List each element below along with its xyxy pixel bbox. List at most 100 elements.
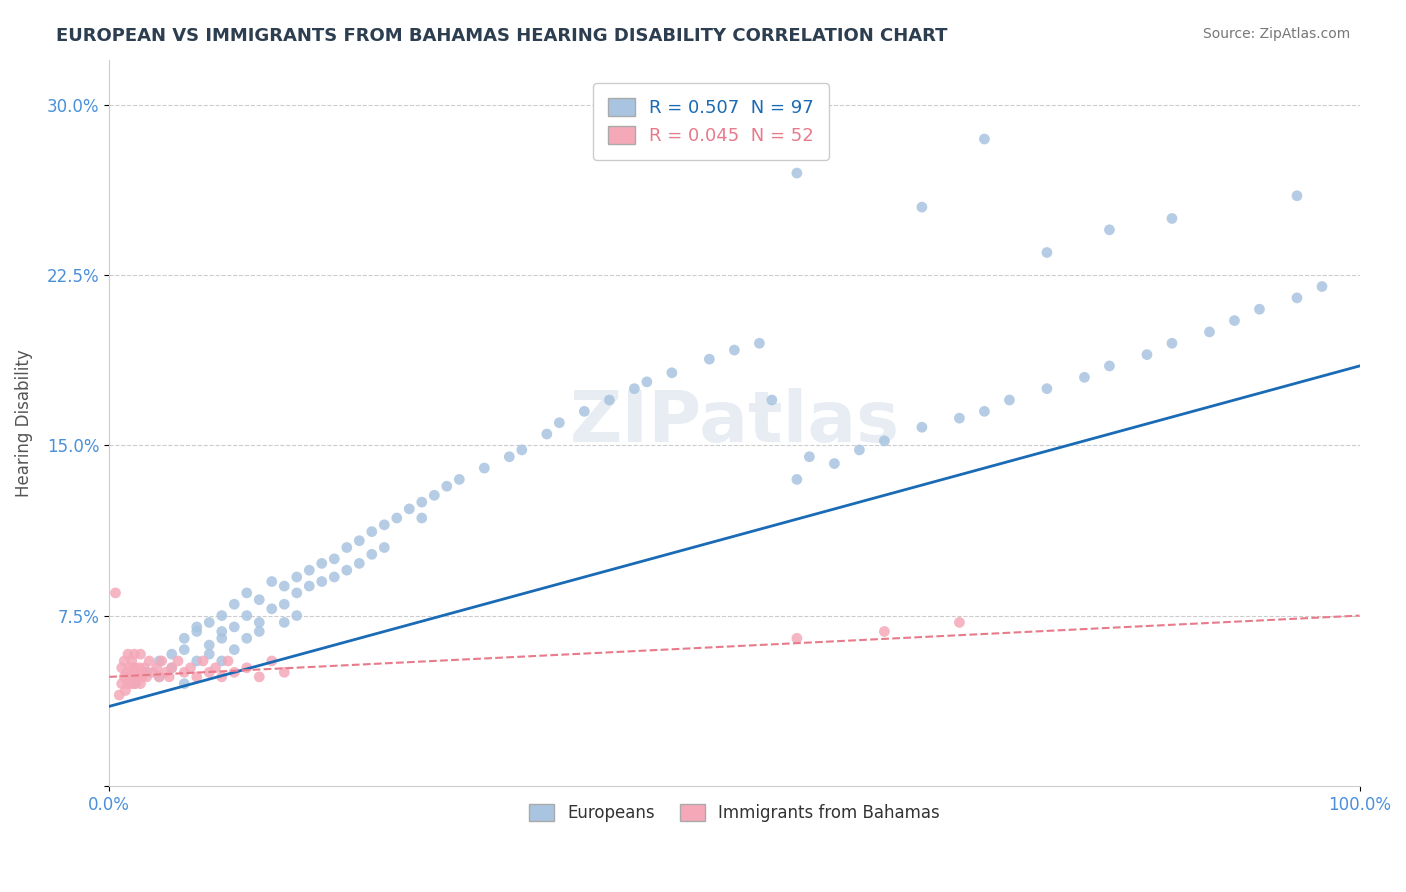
Point — [723, 343, 745, 357]
Point — [349, 533, 371, 548]
Point — [198, 647, 221, 661]
Point — [122, 647, 145, 661]
Point — [134, 661, 156, 675]
Point — [150, 654, 173, 668]
Point — [236, 661, 259, 675]
Point — [104, 586, 127, 600]
Point — [973, 404, 995, 418]
Point — [157, 670, 180, 684]
Point — [548, 416, 571, 430]
Point — [1036, 245, 1059, 260]
Point — [510, 442, 533, 457]
Point — [1073, 370, 1095, 384]
Point — [224, 597, 246, 611]
Point — [121, 654, 143, 668]
Point — [128, 661, 150, 675]
Point — [786, 472, 808, 486]
Point — [449, 472, 471, 486]
Point — [636, 375, 658, 389]
Point — [998, 392, 1021, 407]
Point — [1161, 336, 1184, 351]
Point — [536, 427, 558, 442]
Point — [247, 615, 270, 630]
Point — [108, 688, 131, 702]
Point — [114, 683, 136, 698]
Point — [1198, 325, 1220, 339]
Point — [1249, 302, 1271, 317]
Point — [623, 382, 645, 396]
Point — [135, 665, 157, 680]
Point — [204, 661, 226, 675]
Point — [148, 670, 170, 684]
Point — [236, 632, 259, 646]
Point — [148, 654, 170, 668]
Point — [160, 647, 183, 661]
Point — [129, 647, 152, 661]
Point — [115, 665, 138, 680]
Point — [224, 620, 246, 634]
Point — [179, 661, 201, 675]
Point — [574, 404, 596, 418]
Point — [120, 661, 142, 675]
Point — [173, 676, 195, 690]
Point — [1036, 382, 1059, 396]
Point — [247, 624, 270, 639]
Point — [349, 557, 371, 571]
Text: Source: ZipAtlas.com: Source: ZipAtlas.com — [1202, 27, 1350, 41]
Point — [198, 665, 221, 680]
Point — [873, 434, 896, 448]
Point — [273, 615, 295, 630]
Point — [236, 586, 259, 600]
Point — [911, 420, 934, 434]
Point — [360, 547, 382, 561]
Point — [127, 670, 149, 684]
Point — [160, 661, 183, 675]
Point — [411, 511, 433, 525]
Point — [311, 574, 333, 589]
Point — [748, 336, 770, 351]
Point — [148, 670, 170, 684]
Point — [336, 563, 359, 577]
Point — [198, 638, 221, 652]
Point — [498, 450, 520, 464]
Point — [211, 670, 233, 684]
Point — [112, 670, 135, 684]
Point — [142, 665, 165, 680]
Point — [911, 200, 934, 214]
Point — [211, 608, 233, 623]
Point — [186, 670, 208, 684]
Point — [224, 665, 246, 680]
Point — [799, 450, 821, 464]
Point — [398, 502, 420, 516]
Point — [121, 676, 143, 690]
Point — [112, 654, 135, 668]
Point — [173, 665, 195, 680]
Point — [336, 541, 359, 555]
Point — [423, 488, 446, 502]
Point — [360, 524, 382, 539]
Point — [122, 670, 145, 684]
Point — [323, 552, 346, 566]
Point — [260, 654, 283, 668]
Point — [298, 563, 321, 577]
Point — [111, 676, 134, 690]
Point — [1285, 188, 1308, 202]
Point — [436, 479, 458, 493]
Point — [198, 615, 221, 630]
Point — [823, 457, 845, 471]
Point — [247, 670, 270, 684]
Point — [948, 411, 970, 425]
Point — [1136, 348, 1159, 362]
Point — [186, 620, 208, 634]
Point — [699, 352, 721, 367]
Point — [311, 557, 333, 571]
Point — [173, 642, 195, 657]
Point — [948, 615, 970, 630]
Point — [472, 461, 495, 475]
Point — [135, 670, 157, 684]
Point — [117, 647, 139, 661]
Point — [1161, 211, 1184, 226]
Point — [1223, 313, 1246, 327]
Point — [132, 665, 155, 680]
Point — [285, 608, 308, 623]
